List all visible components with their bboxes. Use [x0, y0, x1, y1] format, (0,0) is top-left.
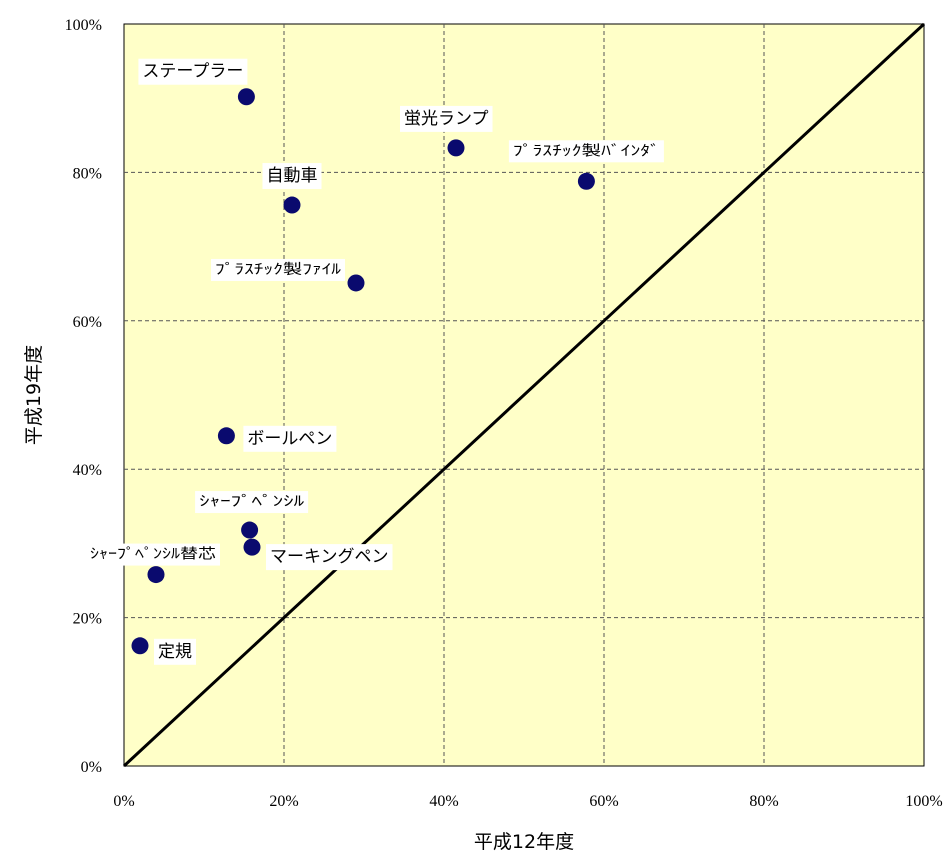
point-label: 自動車 — [267, 166, 318, 186]
point-label-background — [508, 140, 664, 163]
x-axis-title: 平成12年度 — [474, 831, 574, 853]
data-point — [241, 521, 259, 539]
point-label: ｼｬｰﾌﾟﾍﾟﾝｼﾙ替芯 — [90, 547, 216, 563]
data-points — [131, 88, 595, 655]
reference-line-y-equals-x — [122, 22, 926, 768]
x-tick-label: 100% — [905, 793, 942, 810]
point-label: ボールペン — [247, 429, 332, 449]
x-tick-label: 40% — [429, 793, 458, 810]
y-tick-label: 20% — [73, 611, 102, 628]
x-tick-label: 20% — [269, 793, 298, 810]
point-label-background — [211, 258, 345, 281]
point-label-background — [86, 543, 220, 566]
x-tick-label: 0% — [113, 793, 134, 810]
point-label-background — [400, 105, 493, 132]
point-label: マーキングペン — [270, 547, 389, 567]
y-tick-label: 100% — [65, 17, 102, 34]
point-label-background — [195, 491, 309, 514]
y-axis-title: 平成19年度 — [23, 345, 45, 445]
point-label-background — [266, 544, 393, 571]
point-label: ﾌﾟﾗｽﾁｯｸ製ﾊﾞｲﾝﾀﾞ — [513, 143, 660, 159]
point-label: 定規 — [158, 642, 192, 662]
point-label: ステープラー — [142, 62, 243, 82]
data-point — [447, 139, 465, 157]
data-point — [347, 274, 365, 292]
data-point — [147, 566, 165, 584]
point-label-background — [154, 638, 196, 665]
data-point — [131, 637, 149, 655]
point-label: 蛍光ランプ — [404, 109, 489, 129]
x-axis-ticks: 0% 20% 40% 60% 80% 100% — [113, 793, 942, 810]
data-point — [577, 172, 595, 190]
point-label: ｼｬｰﾌﾟﾍﾟﾝｼﾙ — [199, 494, 304, 510]
x-tick-label: 80% — [749, 793, 778, 810]
y-tick-label: 40% — [73, 462, 102, 479]
data-point — [283, 196, 301, 214]
y-tick-label: 0% — [81, 759, 102, 776]
point-label-background — [243, 425, 337, 452]
data-point — [217, 427, 235, 445]
grid-lines — [124, 24, 924, 766]
y-axis-ticks: 0% 20% 40% 60% 80% 100% — [65, 17, 102, 776]
data-point — [237, 88, 255, 106]
y-tick-label: 60% — [73, 314, 102, 331]
data-point — [243, 538, 261, 556]
point-label-background — [138, 58, 248, 85]
y-tick-label: 80% — [73, 165, 102, 182]
point-label: ﾌﾟﾗｽﾁｯｸ製ﾌｧｲﾙ — [215, 262, 341, 278]
x-tick-label: 60% — [589, 793, 618, 810]
point-label-background — [262, 163, 322, 190]
